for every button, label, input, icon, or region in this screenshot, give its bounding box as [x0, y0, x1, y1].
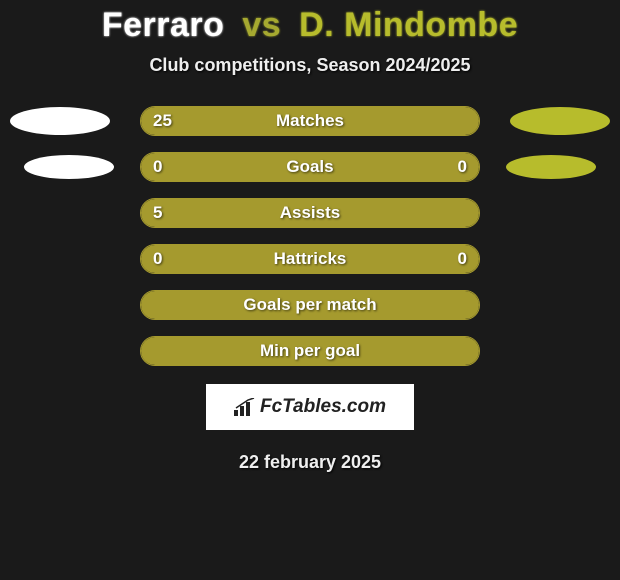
stat-row: Goals per match: [0, 290, 620, 320]
stat-bar: 5Assists: [140, 198, 480, 228]
player1-ellipse: [24, 155, 114, 179]
stat-label: Matches: [141, 111, 479, 131]
stat-bar: Min per goal: [140, 336, 480, 366]
stat-bar: 00Goals: [140, 152, 480, 182]
stat-row: 00Goals: [0, 152, 620, 182]
stats-rows: 25Matches 00Goals 5Assists 00Hattricks Goals…: [0, 106, 620, 382]
date: 22 february 2025: [239, 452, 381, 473]
player2-ellipse: [506, 155, 596, 179]
chart-icon: [234, 398, 256, 416]
logo-box: FcTables.com: [206, 384, 414, 430]
player1-name: Ferraro: [102, 6, 225, 44]
stat-row: 00Hattricks: [0, 244, 620, 274]
stat-bar: 25Matches: [140, 106, 480, 136]
subtitle: Club competitions, Season 2024/2025: [149, 55, 470, 76]
comparison-title: Ferraro vs D. Mindombe: [102, 6, 518, 45]
stat-label: Assists: [141, 203, 479, 223]
player2-name: D. Mindombe: [299, 6, 518, 44]
vs-text: vs: [242, 6, 281, 44]
stat-label: Min per goal: [141, 341, 479, 361]
stat-label: Goals per match: [141, 295, 479, 315]
stat-bar: 00Hattricks: [140, 244, 480, 274]
stat-row: 25Matches: [0, 106, 620, 136]
stat-row: Min per goal: [0, 336, 620, 366]
stat-label: Hattricks: [141, 249, 479, 269]
stat-label: Goals: [141, 157, 479, 177]
player2-ellipse: [510, 107, 610, 135]
stat-bar: Goals per match: [140, 290, 480, 320]
player1-ellipse: [10, 107, 110, 135]
logo: FcTables.com: [234, 396, 386, 418]
stat-row: 5Assists: [0, 198, 620, 228]
logo-text: FcTables.com: [260, 396, 386, 418]
